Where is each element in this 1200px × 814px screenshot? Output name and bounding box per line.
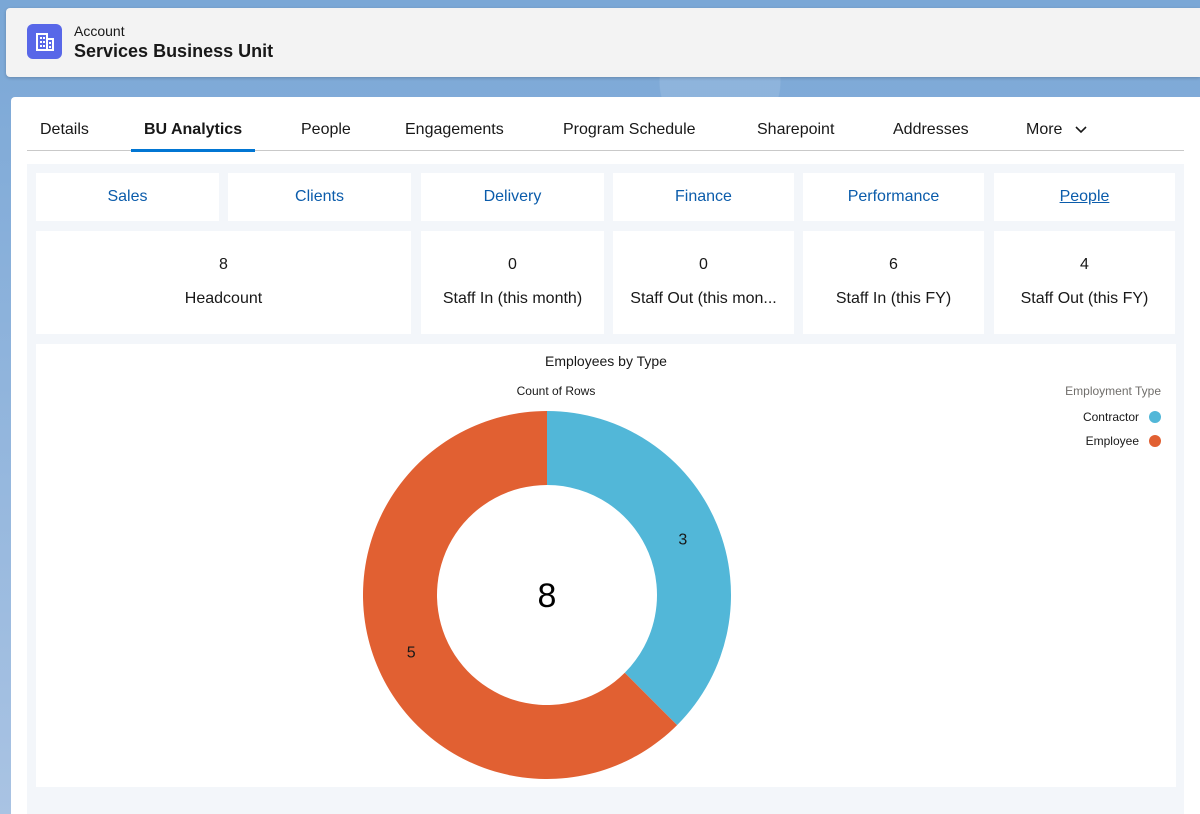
tab-more-label: More [1026, 121, 1063, 138]
legend-title: Employment Type [1065, 384, 1161, 398]
legend-swatch [1149, 435, 1161, 447]
record-title: Services Business Unit [74, 41, 274, 61]
donut-center-total: 8 [538, 577, 557, 615]
employees-by-type-chart: Employees by Type Count of Rows Employme… [36, 344, 1176, 787]
building-icon [27, 24, 62, 59]
nav-tile-performance-label: Performance [847, 188, 940, 205]
nav-tile-people[interactable]: People [994, 173, 1175, 221]
stat-staff-in-fy: 6 Staff In (this FY) [803, 231, 984, 334]
stat-label: Staff In (this month) [442, 290, 583, 307]
stat-value: 0 [508, 256, 517, 273]
tab-more[interactable]: More [1026, 121, 1087, 151]
nav-tile-delivery-label: Delivery [483, 188, 542, 205]
nav-tile-clients-label: Clients [295, 188, 344, 205]
stat-label: Staff In (this FY) [835, 290, 952, 307]
tab-details[interactable]: Details [40, 121, 89, 138]
stat-value: 0 [699, 256, 708, 273]
stat-headcount: 8 Headcount [36, 231, 411, 334]
stat-staff-out-month: 0 Staff Out (this mon... [613, 231, 794, 334]
tab-addresses[interactable]: Addresses [893, 121, 969, 138]
legend-item-contractor[interactable]: Contractor [1083, 410, 1161, 424]
stat-staff-out-fy: 4 Staff Out (this FY) [994, 231, 1175, 334]
tab-people[interactable]: People [301, 121, 351, 138]
tab-engagements[interactable]: Engagements [405, 121, 504, 138]
nav-tile-performance[interactable]: Performance [803, 173, 984, 221]
legend-item-label: Contractor [1082, 410, 1139, 424]
stat-value: 6 [889, 256, 898, 273]
stat-staff-in-month: 0 Staff In (this month) [421, 231, 604, 334]
chart-measure-label: Count of Rows [516, 384, 596, 398]
stat-label: Staff Out (this mon... [630, 290, 777, 307]
nav-tile-sales[interactable]: Sales [36, 173, 219, 221]
stat-label: Headcount [184, 290, 263, 307]
chart-title: Employees by Type [545, 353, 667, 369]
nav-tile-finance-label: Finance [675, 188, 732, 205]
legend-swatch [1149, 411, 1161, 423]
stat-value: 4 [1080, 256, 1089, 273]
legend-item-label: Employee [1085, 434, 1139, 448]
stat-value: 8 [219, 256, 228, 273]
stat-label: Staff Out (this FY) [1020, 290, 1149, 307]
tab-program-schedule[interactable]: Program Schedule [563, 121, 696, 138]
nav-tile-sales-label: Sales [107, 188, 148, 205]
object-type-label: Account [74, 23, 125, 39]
nav-tile-delivery[interactable]: Delivery [421, 173, 604, 221]
tab-sharepoint[interactable]: Sharepoint [757, 121, 835, 138]
record-body: Details BU Analytics People Engagements … [11, 97, 1200, 814]
nav-tile-clients[interactable]: Clients [228, 173, 411, 221]
nav-tile-people-label: People [1059, 188, 1110, 205]
tab-bar: Details BU Analytics People Engagements … [27, 97, 1184, 152]
donut-slice-value-label: 5 [407, 644, 416, 661]
record-header: Account Services Business Unit [6, 8, 1200, 77]
donut-slice-contractor[interactable] [547, 411, 731, 726]
chevron-down-icon [1075, 126, 1087, 133]
donut-slice-value-label: 3 [678, 532, 687, 549]
bu-analytics-panel: Sales Clients Delivery Finance Performan… [27, 164, 1184, 814]
legend-item-employee[interactable]: Employee [1086, 434, 1161, 448]
nav-tile-finance[interactable]: Finance [613, 173, 794, 221]
donut-chart: 3 5 8 [362, 411, 731, 780]
tab-bu-analytics[interactable]: BU Analytics [130, 121, 256, 152]
donut-slice-employee[interactable] [362, 411, 678, 780]
